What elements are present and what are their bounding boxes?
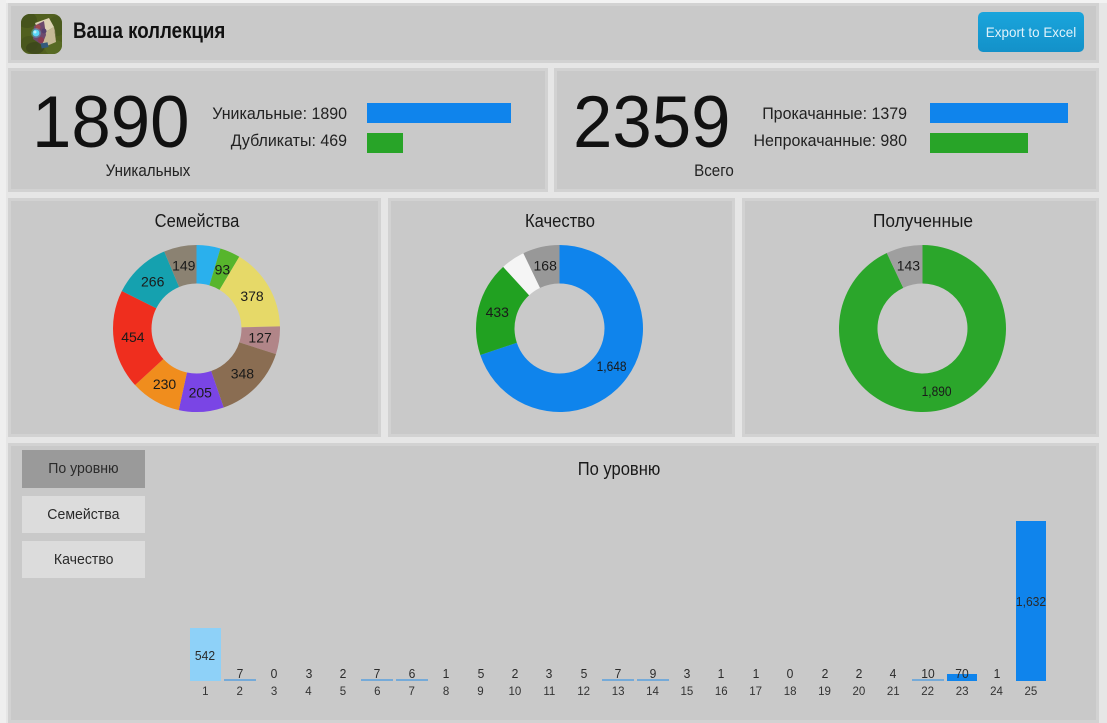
svg-text:266: 266	[141, 273, 165, 289]
svg-text:149: 149	[172, 257, 196, 273]
svg-text:1,890: 1,890	[922, 383, 952, 399]
svg-text:378: 378	[240, 288, 264, 304]
svg-text:127: 127	[248, 330, 272, 346]
svg-text:230: 230	[153, 376, 177, 392]
svg-text:205: 205	[189, 384, 213, 400]
svg-text:168: 168	[534, 258, 558, 274]
svg-text:143: 143	[897, 258, 921, 274]
svg-text:93: 93	[215, 262, 231, 278]
svg-text:454: 454	[121, 329, 145, 345]
svg-text:348: 348	[231, 365, 255, 381]
svg-text:1,648: 1,648	[597, 358, 627, 374]
svg-text:433: 433	[486, 304, 510, 320]
